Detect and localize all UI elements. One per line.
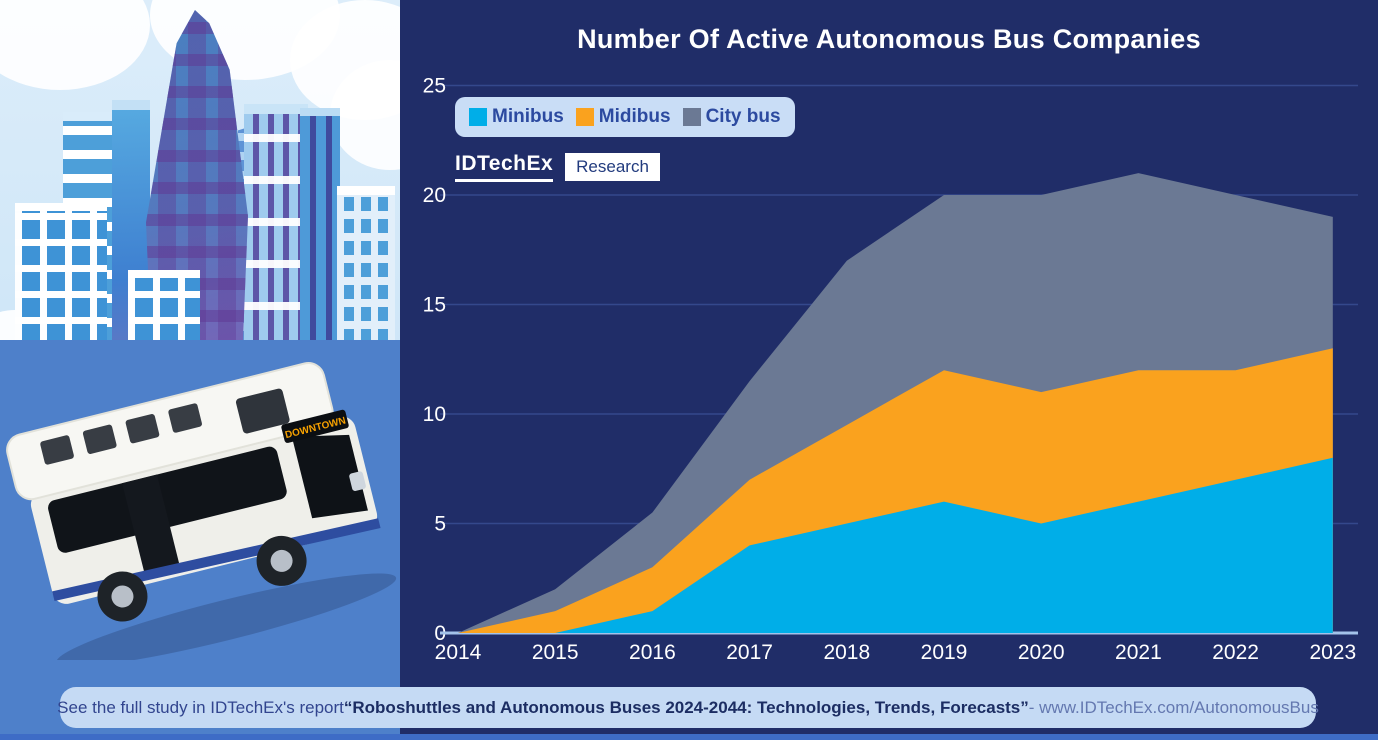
building	[337, 186, 395, 351]
idtechex-logo-text: IDTechEx	[455, 152, 554, 182]
bus-shadow	[56, 573, 397, 667]
bus-side-windows	[48, 446, 287, 553]
building	[15, 203, 107, 350]
x-tick-label: 2019	[921, 641, 968, 664]
bus-door	[122, 474, 181, 579]
footer-report-title: “Roboshuttles and Autonomous Buses 2024-…	[343, 697, 1029, 717]
legend-item-minibus: Minibus	[469, 106, 564, 128]
footer-url[interactable]: - www.IDTechEx.com/AutonomousBus	[1028, 697, 1319, 717]
y-tick-label: 15	[423, 294, 446, 317]
wheel-hub	[270, 549, 293, 572]
building	[244, 104, 308, 352]
x-tick-label: 2017	[726, 641, 773, 664]
legend-label: City bus	[705, 106, 781, 127]
roof-hatch	[125, 414, 160, 444]
city-illustration: DOWNTOWN	[0, 0, 400, 740]
roof-hatch	[40, 435, 74, 465]
chart-title: Number Of Active Autonomous Bus Companie…	[577, 24, 1201, 54]
footer-banner: See the full study in IDTechEx's report …	[57, 687, 1319, 728]
roof-hatch	[82, 424, 117, 454]
legend-label: Midibus	[598, 106, 671, 127]
x-tick-label: 2016	[629, 641, 676, 664]
x-tick-label: 2018	[823, 641, 870, 664]
legend-swatch	[575, 108, 594, 126]
x-tick-label: 2021	[1115, 641, 1162, 664]
brand-logo: IDTechEx Research	[455, 152, 660, 182]
y-tick-label: 5	[434, 513, 446, 536]
legend-item-city-bus: City bus	[682, 106, 781, 128]
x-tick-label: 2022	[1212, 641, 1259, 664]
bus-windshield	[291, 434, 368, 519]
chart-legend: Minibus Midibus City bus	[455, 97, 795, 137]
bus-illustration: DOWNTOWN	[0, 330, 400, 667]
x-tick-label: 2023	[1309, 641, 1356, 664]
y-tick-label: 10	[423, 403, 446, 426]
x-tick-label: 2020	[1018, 641, 1065, 664]
building	[128, 270, 200, 350]
bottom-accent-strip	[0, 734, 1378, 740]
cloud	[0, 0, 150, 90]
roof-ac-unit	[235, 388, 290, 434]
legend-swatch	[469, 108, 487, 126]
stacked-area-chart: 0510152025201420152016201720182019202020…	[423, 75, 1358, 664]
legend-label: Minibus	[492, 106, 564, 127]
x-tick-label: 2015	[532, 641, 579, 664]
y-tick-label: 20	[423, 184, 446, 207]
chart-panel: Number Of Active Autonomous Bus Companie…	[400, 0, 1378, 740]
building	[300, 108, 340, 350]
area-series-minibus	[458, 457, 1333, 633]
footer-prefix: See the full study in IDTechEx's report	[57, 697, 344, 717]
y-tick-label: 25	[423, 75, 446, 98]
bus-headlight	[349, 471, 366, 491]
x-tick-label: 2014	[435, 641, 482, 664]
destination-sign	[281, 409, 349, 443]
roof-hatch	[168, 403, 202, 433]
legend-swatch	[682, 108, 701, 126]
research-badge: Research	[565, 153, 660, 181]
legend-item-midibus: Midibus	[575, 106, 671, 128]
wheel-hub	[111, 585, 134, 608]
